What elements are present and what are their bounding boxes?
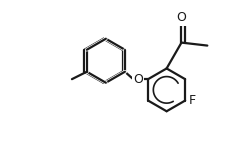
Text: O: O xyxy=(133,73,143,86)
Text: O: O xyxy=(176,11,186,24)
Text: F: F xyxy=(189,94,196,107)
